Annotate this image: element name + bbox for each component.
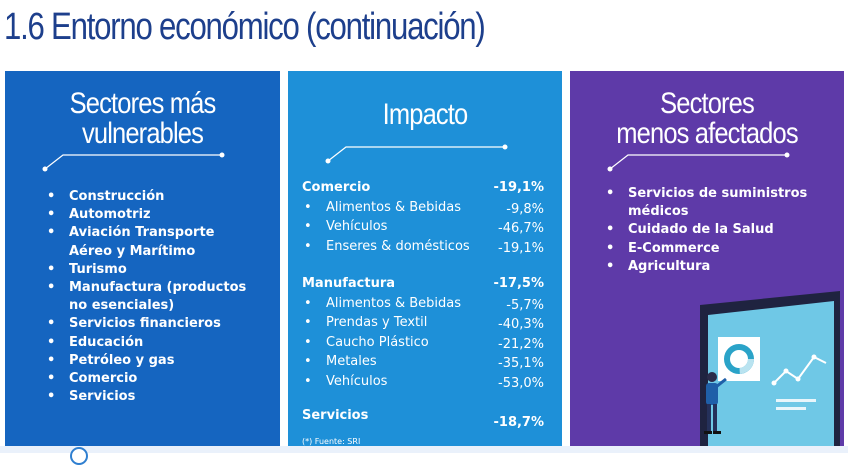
impacto-item: • Vehículos [304,219,388,234]
list-item: Servicios financieros [45,315,250,333]
bullet-icon: • [304,238,312,254]
impacto-group-value: -17,5% [493,276,545,291]
impacto-item-label: Vehículos [326,219,388,234]
bullet-icon: • [304,373,312,389]
circle-icon [70,447,88,465]
impacto-item: • Prendas y Textil [304,315,428,330]
impacto-item-value: -5,7% [506,297,544,313]
impacto-item-label: Vehículos [326,373,388,389]
impacto-group-name: Servicios [302,408,369,423]
footnote: (*) Fuente: SRI [302,437,361,446]
impacto-item-label: Metales [326,354,377,369]
menos-afectados-list: Servicios de suministros médicosCuidado … [604,185,829,276]
impacto-item: • Alimentos & Bebidas [304,199,462,215]
bullet-icon: • [304,334,312,350]
impacto-group-value: -19,1% [493,180,545,195]
panel-impacto: Impacto Comercio -19,1% • Alimentos & Bebid… [288,71,562,453]
impacto-item: • Alimentos & Bebidas [304,295,462,311]
panel-title-impacto: Impacto [382,98,469,131]
decorative-underline [325,144,508,164]
list-item: Servicios de suministros médicos [604,185,829,221]
panel-title-line1: Sectores más [69,87,217,120]
decorative-underline [607,152,790,172]
impacto-item: • Vehículos [304,373,388,389]
panel-vulnerables: Sectores más vulnerables ConstrucciónAut… [5,71,280,453]
list-item: Turismo [45,261,250,279]
list-item: Petróleo y gas [45,352,250,370]
list-item: Educación [45,334,250,352]
impacto-group-value: -18,7% [493,415,545,430]
bullet-icon: • [304,315,312,330]
list-item: Aviación Transporte Aéreo y Marítimo [45,224,250,260]
decorative-underline [42,152,225,172]
impacto-item-value: -35,1% [498,356,544,371]
panel-title-line1: Sectores [660,87,755,120]
list-item: Automotriz [45,206,250,224]
panel-title-line2: vulnerables [81,117,204,150]
impacto-item-value: -53,0% [498,375,544,391]
person-illustration [704,372,727,434]
list-item: E-Commerce [604,240,829,258]
bullet-icon: • [304,199,312,215]
impacto-item-label: Caucho Plástico [326,334,429,350]
impacto-item-value: -40,3% [498,317,544,332]
list-item: Servicios [45,388,250,406]
impacto-item-label: Alimentos & Bebidas [326,295,462,311]
vulnerables-list: ConstrucciónAutomotrizAviación Transport… [45,188,250,407]
list-item: Comercio [45,370,250,388]
impacto-group-name: Comercio [302,180,371,195]
page-title: 1.6 Entorno económico (continuación) [4,6,486,48]
bullet-icon: • [304,219,312,234]
impacto-item-value: -46,7% [498,221,544,236]
impacto-item-value: -21,2% [498,336,544,352]
impacto-item-label: Prendas y Textil [326,315,428,330]
impacto-item-value: -9,8% [506,201,544,217]
list-item: Manufactura (productos no esenciales) [45,279,250,315]
impacto-item-label: Alimentos & Bebidas [326,199,462,215]
impacto-item-label: Enseres & domésticos [326,238,470,254]
impacto-group-name: Manufactura [302,276,396,291]
impacto-item: • Metales [304,354,377,369]
bottom-strip [0,446,848,465]
list-item: Cuidado de la Salud [604,221,829,239]
presentation-screen-illustration [700,291,840,453]
bullet-icon: • [304,295,312,311]
bullet-icon: • [304,354,312,369]
list-item: Agricultura [604,258,829,276]
panel-title-line2: menos afectados [616,117,798,150]
impacto-item-value: -19,1% [498,240,544,256]
impacto-item: • Enseres & domésticos [304,238,470,254]
impacto-item: • Caucho Plástico [304,334,429,350]
list-item: Construcción [45,188,250,206]
panel-menos-afectados: Sectores menos afectados Servicios de su… [570,71,844,453]
